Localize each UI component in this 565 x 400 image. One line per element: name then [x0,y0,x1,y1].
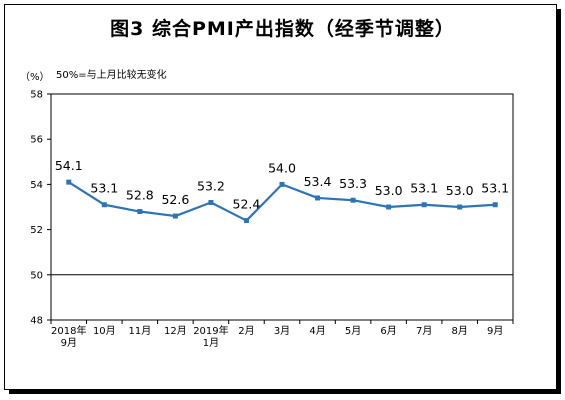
frame-shadow-bottom [9,389,561,394]
x-tick-label: 2月 [238,325,254,337]
y-tick-label: 50 [30,270,43,281]
data-point [492,202,498,208]
x-tick-label: 7月 [416,325,432,337]
data-point [66,179,72,185]
data-point [208,199,214,205]
data-point [101,202,107,208]
y-axis-unit: （%） [20,72,50,83]
x-tick-label: 8月 [452,325,468,337]
chart-annotation: 50%=与上月比较无变化 [56,70,167,81]
x-tick-label: 12月 [164,325,187,337]
data-label: 53.0 [375,183,403,198]
x-tick-label: 9月 [61,337,77,349]
data-point [243,218,249,224]
frame-shadow-right [556,9,561,393]
plot-area [50,93,514,321]
x-tick-label: 4月 [309,325,325,337]
data-point [386,204,392,210]
data-label: 53.2 [197,178,225,193]
data-point [172,213,178,219]
data-label: 53.1 [90,181,118,196]
data-label: 53.0 [446,183,474,198]
y-tick-label: 54 [30,180,43,191]
x-tick-label: 5月 [345,325,361,337]
y-tick-label: 52 [30,225,43,236]
data-point [315,195,321,201]
data-label: 53.3 [339,176,367,191]
data-label: 53.1 [481,181,509,196]
data-label: 54.0 [268,160,296,175]
x-tick-label: 3月 [274,325,290,337]
x-tick-label: 9月 [487,325,503,337]
data-point [457,204,463,210]
chart-frame [4,4,557,390]
x-tick-label: 6月 [380,325,396,337]
data-point [279,181,285,187]
y-tick-label: 56 [30,135,43,146]
x-tick-label: 11月 [128,325,151,337]
y-tick-label: 48 [30,316,43,327]
data-point [137,209,143,215]
y-tick-label: 58 [30,90,43,101]
data-label: 53.4 [304,174,332,189]
data-label: 53.1 [410,181,438,196]
x-tick-label: 1月 [203,337,219,349]
data-label: 52.8 [126,188,154,203]
data-label: 52.6 [161,192,189,207]
x-tick-label: 2019年 [193,324,228,337]
data-point [421,202,427,208]
x-tick-label: 10月 [93,325,116,337]
data-point [350,197,356,203]
data-label: 52.4 [233,197,261,212]
data-label: 54.1 [55,158,83,173]
chart-title: 图3 综合PMI产出指数（经季节调整） [110,18,455,40]
x-tick-label: 2018年 [51,324,86,337]
